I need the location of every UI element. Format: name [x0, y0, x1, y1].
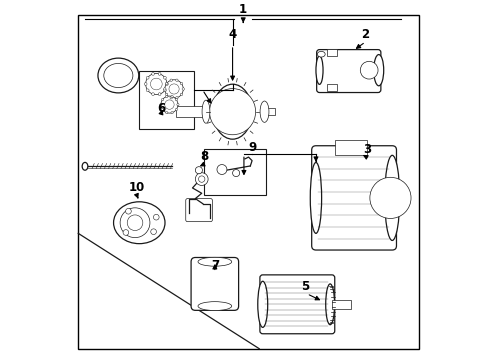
- Ellipse shape: [114, 202, 165, 244]
- Circle shape: [198, 176, 205, 182]
- Text: 10: 10: [129, 181, 145, 194]
- Circle shape: [161, 96, 178, 113]
- Ellipse shape: [374, 55, 384, 86]
- Circle shape: [125, 208, 131, 214]
- Circle shape: [144, 83, 147, 85]
- Circle shape: [127, 215, 143, 230]
- Circle shape: [147, 89, 149, 92]
- Circle shape: [166, 95, 168, 98]
- Text: 8: 8: [200, 150, 208, 163]
- Circle shape: [170, 79, 172, 81]
- Circle shape: [166, 112, 168, 114]
- Ellipse shape: [202, 100, 210, 123]
- Circle shape: [217, 165, 227, 175]
- Circle shape: [164, 89, 166, 92]
- Ellipse shape: [198, 302, 232, 311]
- FancyBboxPatch shape: [186, 199, 212, 222]
- Circle shape: [177, 103, 179, 106]
- Bar: [139, 71, 194, 130]
- Circle shape: [166, 82, 168, 85]
- Circle shape: [166, 83, 169, 85]
- Text: 1: 1: [239, 3, 247, 16]
- Ellipse shape: [310, 162, 321, 233]
- Text: 5: 5: [301, 280, 309, 293]
- Ellipse shape: [82, 162, 88, 170]
- Circle shape: [171, 95, 173, 98]
- Circle shape: [151, 72, 154, 75]
- FancyBboxPatch shape: [312, 146, 396, 250]
- Circle shape: [170, 96, 172, 99]
- Circle shape: [169, 84, 179, 94]
- Circle shape: [165, 100, 174, 109]
- Bar: [327, 84, 337, 91]
- Circle shape: [146, 73, 167, 95]
- Bar: [332, 300, 351, 309]
- Text: 9: 9: [248, 140, 256, 154]
- Circle shape: [196, 167, 202, 174]
- Circle shape: [153, 214, 159, 220]
- Circle shape: [120, 208, 150, 238]
- Circle shape: [233, 170, 240, 177]
- Circle shape: [160, 103, 162, 106]
- Circle shape: [219, 98, 246, 125]
- Circle shape: [147, 76, 149, 79]
- Circle shape: [150, 78, 162, 90]
- Text: 4: 4: [228, 28, 237, 41]
- Circle shape: [158, 72, 161, 75]
- Circle shape: [151, 229, 156, 234]
- Ellipse shape: [260, 101, 269, 122]
- FancyBboxPatch shape: [260, 275, 335, 334]
- Text: 6: 6: [157, 102, 165, 115]
- Circle shape: [175, 108, 177, 111]
- Ellipse shape: [385, 155, 400, 240]
- Ellipse shape: [318, 51, 325, 57]
- Circle shape: [180, 82, 183, 85]
- Circle shape: [370, 177, 411, 219]
- Circle shape: [166, 93, 168, 96]
- Bar: [176, 106, 206, 117]
- Circle shape: [196, 173, 208, 185]
- Circle shape: [180, 93, 183, 96]
- Circle shape: [123, 230, 129, 235]
- Circle shape: [182, 88, 184, 90]
- Circle shape: [161, 108, 164, 111]
- Bar: [266, 108, 275, 115]
- Text: 3: 3: [363, 143, 371, 156]
- Ellipse shape: [104, 63, 133, 87]
- FancyBboxPatch shape: [191, 257, 239, 310]
- Bar: [336, 140, 368, 154]
- FancyBboxPatch shape: [317, 50, 381, 93]
- Ellipse shape: [198, 257, 232, 266]
- Circle shape: [210, 89, 256, 135]
- Ellipse shape: [258, 281, 268, 327]
- Circle shape: [158, 93, 161, 95]
- Circle shape: [161, 99, 164, 101]
- Text: 2: 2: [362, 28, 369, 41]
- Circle shape: [164, 76, 166, 79]
- Circle shape: [175, 99, 177, 101]
- Ellipse shape: [316, 56, 323, 84]
- Ellipse shape: [98, 58, 139, 93]
- Circle shape: [176, 96, 178, 99]
- Ellipse shape: [326, 284, 335, 325]
- Circle shape: [360, 61, 378, 79]
- Bar: [327, 49, 337, 56]
- Circle shape: [151, 93, 154, 95]
- Circle shape: [176, 79, 178, 81]
- Ellipse shape: [213, 84, 252, 139]
- Bar: [204, 149, 266, 195]
- Circle shape: [165, 80, 183, 98]
- Circle shape: [164, 88, 166, 90]
- Text: 7: 7: [211, 259, 219, 272]
- Circle shape: [171, 112, 173, 114]
